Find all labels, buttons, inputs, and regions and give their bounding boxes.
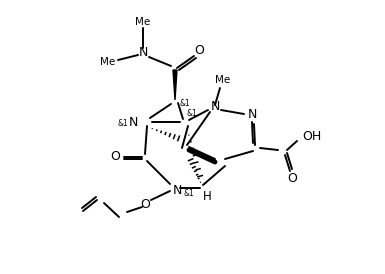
Text: &1: &1 (117, 119, 128, 129)
Text: O: O (287, 172, 297, 184)
Text: &1: &1 (187, 110, 198, 118)
Text: &1: &1 (180, 99, 190, 109)
Text: N: N (210, 99, 220, 113)
Text: N: N (172, 184, 182, 196)
Text: O: O (110, 150, 120, 164)
Text: &1: &1 (184, 190, 194, 198)
Text: N: N (247, 107, 257, 121)
Text: Me: Me (100, 57, 115, 67)
Text: N: N (138, 47, 148, 59)
Text: Me: Me (215, 75, 231, 85)
Text: O: O (194, 44, 204, 58)
Text: Me: Me (136, 17, 151, 27)
Text: N: N (129, 116, 138, 129)
Text: O: O (140, 198, 150, 212)
Text: H: H (203, 190, 211, 202)
Polygon shape (173, 70, 177, 100)
Text: OH: OH (302, 130, 321, 142)
